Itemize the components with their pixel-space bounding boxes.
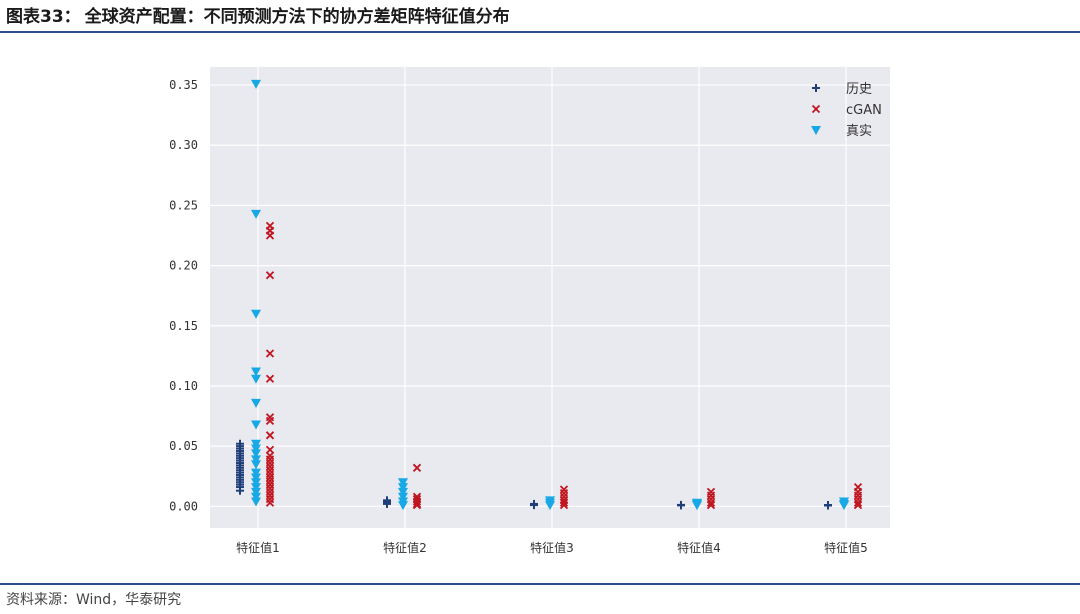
point-triangle-down bbox=[251, 473, 261, 483]
point-triangle-down bbox=[398, 483, 408, 493]
point-triangle-down bbox=[251, 455, 261, 465]
header-rule bbox=[0, 31, 1080, 33]
point-triangle-down bbox=[545, 501, 555, 511]
point-triangle-down bbox=[398, 492, 408, 502]
x-tick-label: 特征值1 bbox=[236, 540, 280, 555]
x-stroke bbox=[559, 500, 569, 510]
x-stroke bbox=[412, 463, 422, 472]
y-tick-label: 0.20 bbox=[169, 259, 198, 273]
point-triangle-down bbox=[251, 449, 261, 459]
point-x bbox=[853, 500, 863, 510]
point-triangle-down bbox=[251, 309, 261, 319]
plot-area bbox=[210, 67, 890, 528]
point-triangle-down bbox=[251, 492, 261, 502]
point-x bbox=[265, 431, 275, 440]
x-stroke bbox=[265, 374, 275, 383]
point-triangle-down bbox=[251, 439, 261, 449]
figure-number: 图表33： bbox=[6, 7, 81, 27]
point-triangle-down bbox=[251, 478, 261, 488]
point-plus bbox=[383, 496, 391, 505]
point-x bbox=[706, 498, 716, 507]
point-triangle-down bbox=[251, 487, 261, 497]
point-x bbox=[559, 500, 569, 510]
y-tick-label: 0.30 bbox=[169, 138, 198, 152]
point-x bbox=[265, 445, 275, 454]
point-triangle-down bbox=[251, 497, 261, 507]
point-x bbox=[265, 374, 275, 383]
x-stroke bbox=[265, 231, 275, 240]
point-plus bbox=[530, 499, 538, 508]
x-stroke bbox=[559, 498, 569, 507]
point-plus bbox=[677, 500, 685, 509]
point-triangle-down bbox=[251, 483, 261, 493]
x-stroke bbox=[412, 500, 422, 510]
x-stroke bbox=[853, 498, 863, 507]
point-x bbox=[265, 271, 275, 280]
point-x bbox=[412, 500, 422, 510]
x-stroke bbox=[853, 500, 863, 510]
y-axis-ticks: 0.00 0.05 0.10 0.15 0.20 0.25 0.30 0.35 bbox=[169, 78, 198, 513]
x-tick-label: 特征值5 bbox=[824, 540, 868, 555]
x-stroke bbox=[265, 416, 275, 426]
data-points bbox=[236, 79, 863, 511]
point-triangle-down bbox=[398, 487, 408, 497]
x-tick-label: 特征值4 bbox=[677, 540, 721, 555]
x-stroke bbox=[265, 445, 275, 454]
point-plus bbox=[236, 439, 244, 448]
x-stroke bbox=[265, 349, 275, 358]
point-x bbox=[265, 498, 275, 507]
y-tick-label: 0.35 bbox=[169, 78, 198, 92]
point-triangle-down bbox=[251, 367, 261, 377]
point-triangle-down bbox=[251, 79, 261, 89]
legend-marker-triangle-down bbox=[811, 126, 821, 135]
point-x bbox=[853, 498, 863, 507]
point-x bbox=[265, 349, 275, 358]
x-stroke bbox=[265, 498, 275, 507]
x-stroke bbox=[811, 104, 821, 114]
legend-label: cGAN bbox=[846, 103, 882, 118]
point-triangle-down bbox=[398, 478, 408, 488]
point-triangle-down bbox=[251, 444, 261, 454]
point-triangle-down bbox=[251, 209, 261, 219]
legend-marker-plus bbox=[812, 84, 820, 92]
figure-title-text: 全球资产配置：不同预测方法下的协方差矩阵特征值分布 bbox=[84, 7, 510, 27]
x-tick-label: 特征值2 bbox=[383, 540, 427, 555]
legend: 历史 cGAN 真实 bbox=[811, 82, 882, 139]
y-tick-label: 0.15 bbox=[169, 319, 198, 333]
point-x bbox=[265, 231, 275, 240]
y-tick-label: 0.00 bbox=[169, 499, 198, 513]
point-triangle-down bbox=[251, 398, 261, 408]
x-stroke bbox=[265, 431, 275, 440]
point-x bbox=[706, 500, 716, 510]
point-plus bbox=[824, 501, 832, 510]
point-triangle-down bbox=[251, 374, 261, 384]
point-x bbox=[559, 498, 569, 507]
legend-label: 真实 bbox=[846, 124, 872, 139]
point-triangle-down bbox=[692, 501, 702, 511]
footer-rule bbox=[0, 583, 1080, 585]
point-x bbox=[412, 463, 422, 472]
x-stroke bbox=[265, 271, 275, 280]
legend-label: 历史 bbox=[846, 82, 872, 97]
y-tick-label: 0.25 bbox=[169, 198, 198, 212]
y-tick-label: 0.10 bbox=[169, 379, 198, 393]
point-triangle-down bbox=[398, 501, 408, 511]
point-triangle-down bbox=[251, 468, 261, 478]
y-tick-label: 0.05 bbox=[169, 439, 198, 453]
point-triangle-down bbox=[251, 420, 261, 430]
source-note: 资料来源：Wind，华泰研究 bbox=[6, 592, 182, 608]
point-triangle-down bbox=[251, 460, 261, 470]
legend-marker-x bbox=[811, 104, 821, 114]
point-x bbox=[265, 416, 275, 426]
figure-title: 图表33： 全球资产配置：不同预测方法下的协方差矩阵特征值分布 bbox=[6, 4, 510, 30]
x-tick-label: 特征值3 bbox=[530, 540, 574, 555]
x-stroke bbox=[706, 500, 716, 510]
point-triangle-down bbox=[839, 501, 849, 511]
x-stroke bbox=[706, 498, 716, 507]
x-axis-ticks: 特征值1 特征值2 特征值3 特征值4 特征值5 bbox=[236, 540, 868, 555]
